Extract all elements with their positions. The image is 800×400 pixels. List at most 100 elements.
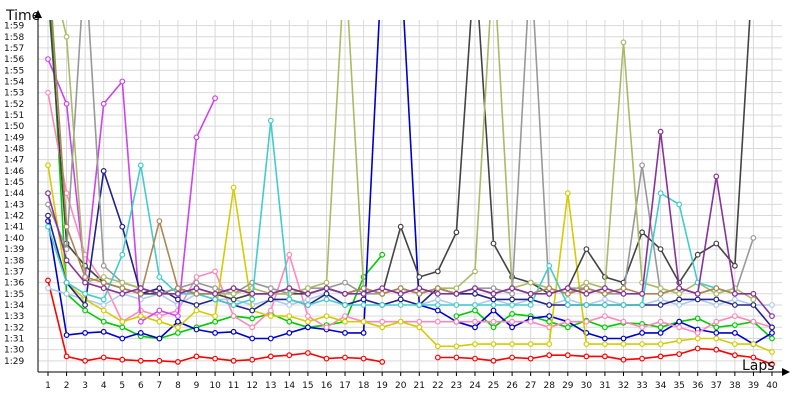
data-point [416, 324, 423, 331]
data-point [119, 290, 126, 297]
data-point [750, 234, 757, 241]
data-point [286, 251, 293, 258]
data-point [174, 324, 181, 331]
data-point [434, 343, 441, 350]
data-point [583, 353, 590, 360]
data-point [769, 335, 775, 342]
x-tick-label: 10 [209, 381, 221, 391]
data-point [360, 296, 367, 303]
data-point [416, 318, 423, 325]
data-point [472, 307, 478, 314]
data-point [602, 341, 608, 348]
data-point [323, 324, 330, 331]
data-point [193, 134, 200, 141]
data-point [564, 302, 571, 308]
data-point [212, 268, 219, 275]
data-point [713, 285, 720, 292]
data-point [769, 313, 775, 320]
data-point [156, 335, 163, 342]
data-point [397, 223, 404, 230]
data-point [267, 353, 274, 360]
data-point [509, 302, 515, 308]
data-point [657, 290, 664, 297]
data-point [45, 277, 51, 284]
data-point [100, 274, 107, 280]
data-point [490, 285, 497, 292]
data-point [249, 335, 256, 342]
data-point [732, 322, 738, 329]
data-point [249, 290, 256, 297]
data-point [564, 285, 571, 292]
data-point [620, 285, 627, 292]
data-point [472, 290, 478, 297]
data-point [249, 307, 256, 314]
data-point [323, 285, 330, 292]
data-point [694, 296, 701, 303]
data-point [137, 318, 144, 325]
data-point [212, 318, 219, 325]
data-point [694, 345, 701, 352]
data-point [546, 302, 553, 308]
y-tick-label: 1:40 [4, 234, 24, 244]
x-tick-label: 6 [138, 381, 144, 391]
data-point [694, 290, 701, 297]
data-point [657, 330, 664, 336]
series-12 [45, 117, 738, 308]
data-point [434, 285, 441, 292]
y-tick-label: 1:32 [4, 323, 24, 333]
y-tick-label: 1:52 [4, 100, 24, 110]
data-point [323, 290, 330, 297]
data-point [472, 318, 478, 325]
y-tick-label: 1:35 [4, 290, 24, 300]
data-point [82, 307, 88, 314]
data-point [286, 318, 293, 325]
data-point [286, 285, 293, 292]
x-tick-label: 23 [451, 381, 462, 391]
data-point [100, 318, 107, 325]
data-point [472, 285, 478, 292]
x-tick-label: 14 [284, 381, 296, 391]
data-point [453, 285, 460, 292]
data-point [769, 302, 775, 308]
data-point [750, 318, 757, 325]
data-point [694, 330, 701, 336]
data-point [713, 173, 720, 180]
data-point [453, 290, 460, 297]
data-point [602, 296, 608, 303]
data-point [212, 95, 219, 102]
data-point [602, 302, 608, 308]
data-point [676, 337, 683, 344]
data-point [546, 285, 553, 292]
y-tick-label: 1:50 [4, 122, 24, 132]
data-point [379, 324, 386, 331]
data-point [174, 318, 181, 325]
x-tick-label: 2 [64, 381, 70, 391]
data-point [750, 354, 757, 361]
data-point [305, 313, 311, 320]
data-point [249, 324, 256, 331]
data-point [342, 290, 348, 297]
data-point [119, 356, 126, 363]
data-point [323, 355, 330, 362]
data-point [509, 311, 515, 317]
data-point [137, 313, 144, 320]
data-point [583, 318, 590, 325]
data-point [713, 302, 720, 308]
series-line [47, 58, 216, 323]
data-point [639, 162, 645, 169]
data-point [267, 307, 274, 314]
data-point [453, 343, 460, 350]
data-point [639, 330, 645, 336]
data-point [583, 279, 590, 286]
x-tick-label: 15 [302, 381, 313, 391]
data-point [156, 307, 163, 314]
data-point [286, 313, 293, 320]
data-point [639, 229, 645, 236]
data-point [156, 274, 163, 280]
data-point [305, 302, 311, 308]
data-point [564, 190, 571, 197]
data-point [249, 315, 256, 322]
data-point [230, 296, 237, 303]
data-point [583, 302, 590, 308]
data-point [342, 354, 348, 361]
